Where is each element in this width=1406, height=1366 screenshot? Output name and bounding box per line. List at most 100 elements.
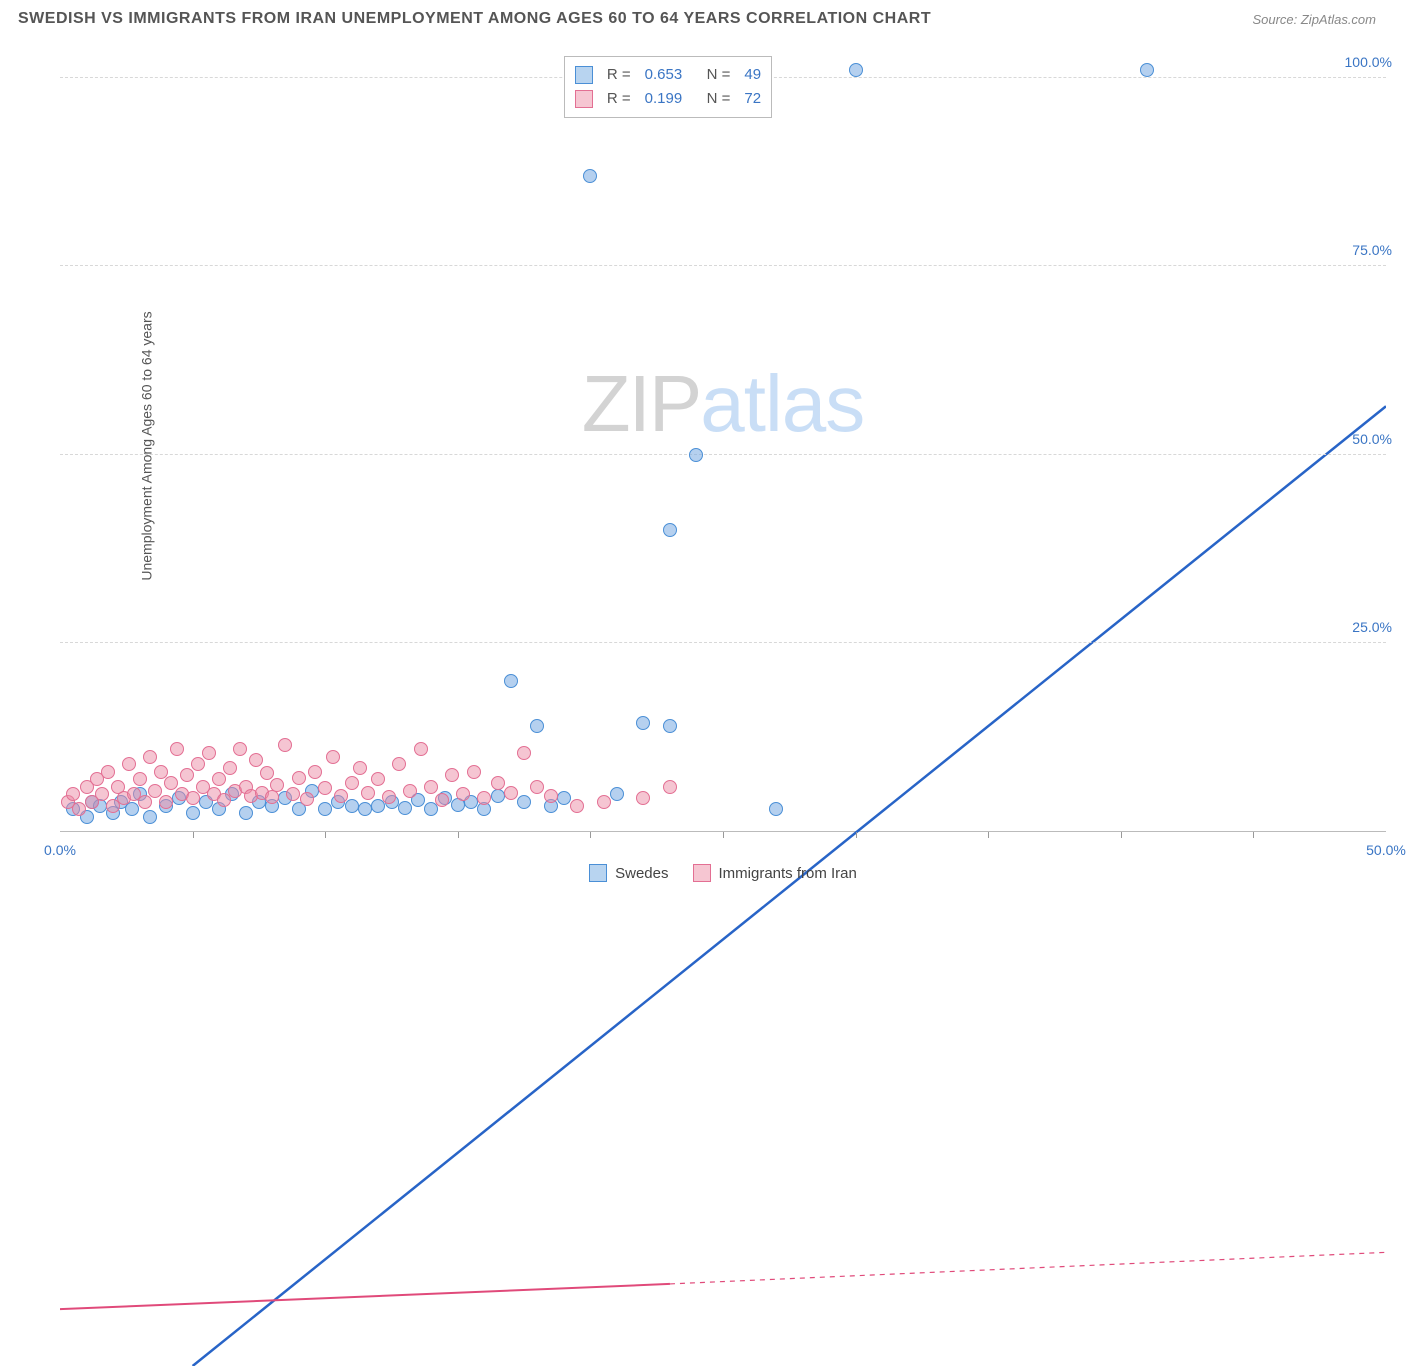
grid-line: [60, 265, 1386, 266]
x-tick-minor: [1121, 832, 1122, 838]
data-point: [663, 523, 677, 537]
data-point: [233, 742, 247, 756]
n-value: 49: [744, 63, 761, 87]
legend-swatch: [693, 864, 711, 882]
data-point: [249, 753, 263, 767]
n-value: 72: [744, 87, 761, 111]
data-point: [239, 806, 253, 820]
data-point: [180, 768, 194, 782]
data-point: [382, 790, 396, 804]
grid-line: [60, 454, 1386, 455]
data-point: [353, 761, 367, 775]
data-point: [636, 716, 650, 730]
data-point: [101, 765, 115, 779]
grid-line: [60, 642, 1386, 643]
data-point: [95, 787, 109, 801]
x-tick-minor: [1253, 832, 1254, 838]
x-tick-label: 0.0%: [44, 842, 76, 858]
n-label: N =: [707, 63, 731, 87]
data-point: [318, 802, 332, 816]
n-label: N =: [707, 87, 731, 111]
x-tick-minor: [325, 832, 326, 838]
data-point: [610, 787, 624, 801]
data-point: [456, 787, 470, 801]
data-point: [345, 776, 359, 790]
y-tick-label: 75.0%: [1352, 242, 1392, 258]
r-value: 0.653: [645, 63, 693, 87]
x-tick-minor: [458, 832, 459, 838]
data-point: [435, 793, 449, 807]
data-point: [143, 810, 157, 824]
series-legend-item: Immigrants from Iran: [693, 864, 857, 882]
watermark: ZIPatlas: [582, 358, 864, 450]
data-point: [849, 63, 863, 77]
x-tick-minor: [590, 832, 591, 838]
data-point: [308, 765, 322, 779]
chart-title: SWEDISH VS IMMIGRANTS FROM IRAN UNEMPLOY…: [18, 10, 931, 28]
x-tick-minor: [988, 832, 989, 838]
series-legend-label: Swedes: [615, 865, 668, 882]
data-point: [491, 776, 505, 790]
data-point: [403, 784, 417, 798]
legend-swatch: [575, 90, 593, 108]
data-point: [517, 795, 531, 809]
data-point: [570, 799, 584, 813]
y-tick-label: 100.0%: [1345, 54, 1392, 70]
data-point: [186, 806, 200, 820]
data-point: [286, 787, 300, 801]
data-point: [361, 786, 375, 800]
legend-swatch: [589, 864, 607, 882]
data-point: [191, 757, 205, 771]
y-tick-label: 25.0%: [1352, 619, 1392, 635]
data-point: [154, 765, 168, 779]
x-tick-minor: [193, 832, 194, 838]
data-point: [334, 789, 348, 803]
trend-lines: [60, 40, 1386, 1366]
data-point: [292, 771, 306, 785]
data-point: [345, 799, 359, 813]
data-point: [260, 766, 274, 780]
data-point: [223, 761, 237, 775]
data-point: [517, 746, 531, 760]
data-point: [1140, 63, 1154, 77]
data-point: [326, 750, 340, 764]
data-point: [769, 802, 783, 816]
data-point: [530, 780, 544, 794]
data-point: [125, 802, 139, 816]
data-point: [170, 742, 184, 756]
r-value: 0.199: [645, 87, 693, 111]
data-point: [265, 790, 279, 804]
data-point: [504, 786, 518, 800]
correlation-legend-row: R = 0.653 N = 49: [575, 63, 761, 87]
data-point: [583, 169, 597, 183]
data-point: [477, 791, 491, 805]
data-point: [398, 801, 412, 815]
data-point: [122, 757, 136, 771]
data-point: [72, 802, 86, 816]
data-point: [300, 792, 314, 806]
data-point: [212, 772, 226, 786]
data-point: [491, 789, 505, 803]
data-point: [597, 795, 611, 809]
data-point: [148, 784, 162, 798]
data-point: [467, 765, 481, 779]
data-point: [186, 791, 200, 805]
r-label: R =: [607, 87, 631, 111]
data-point: [358, 802, 372, 816]
data-point: [663, 780, 677, 794]
x-tick-minor: [856, 832, 857, 838]
r-label: R =: [607, 63, 631, 87]
data-point: [143, 750, 157, 764]
data-point: [66, 787, 80, 801]
data-point: [371, 772, 385, 786]
data-point: [392, 757, 406, 771]
scatter-plot: ZIPatlas 25.0%50.0%75.0%100.0%0.0%50.0%R…: [60, 40, 1386, 832]
x-tick-label: 50.0%: [1366, 842, 1406, 858]
data-point: [278, 738, 292, 752]
series-legend: Swedes Immigrants from Iran: [60, 864, 1386, 882]
data-point: [318, 781, 332, 795]
series-legend-item: Swedes: [589, 864, 668, 882]
series-legend-label: Immigrants from Iran: [719, 865, 857, 882]
data-point: [504, 674, 518, 688]
data-point: [636, 791, 650, 805]
